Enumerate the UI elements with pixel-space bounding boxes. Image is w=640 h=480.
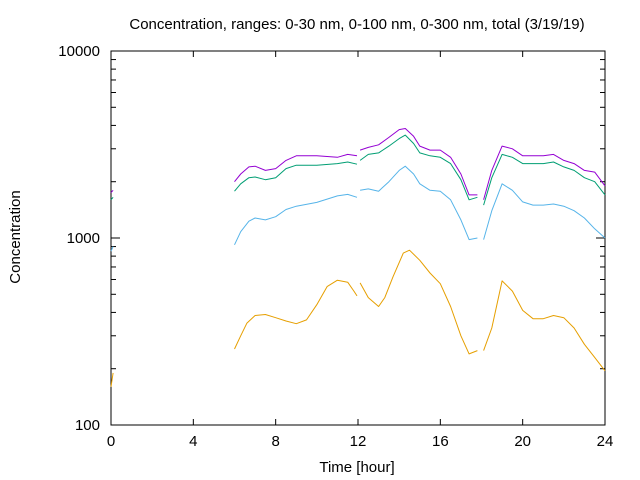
series-line <box>483 183 606 240</box>
data-series <box>110 165 606 252</box>
x-tick-label: 4 <box>189 433 197 450</box>
y-tick-label: 100 <box>75 417 100 434</box>
y-tick-label: 10000 <box>58 43 100 60</box>
series-line <box>234 193 358 246</box>
x-tick-label: 24 <box>597 433 614 450</box>
y-axis-label: Concentration <box>7 190 24 283</box>
x-tick-label: 20 <box>514 433 531 450</box>
x-tick-label: 12 <box>350 433 367 450</box>
chart-title: Concentration, ranges: 0-30 nm, 0-100 nm… <box>129 16 584 33</box>
x-axis-label: Time [hour] <box>319 459 394 476</box>
series-line <box>360 165 478 241</box>
data-series <box>110 249 606 387</box>
series-line <box>234 279 358 350</box>
series-line <box>110 246 114 252</box>
series-line <box>483 145 606 200</box>
series-line <box>483 153 606 206</box>
x-tick-label: 8 <box>271 433 279 450</box>
series-line <box>359 249 478 355</box>
series-line <box>483 280 606 372</box>
data-series <box>110 134 606 206</box>
y-tick-label: 1000 <box>67 230 100 247</box>
series-line <box>110 196 114 201</box>
series-line <box>359 134 478 201</box>
series-line <box>234 153 358 183</box>
x-tick-label: 16 <box>432 433 449 450</box>
x-tick-label: 0 <box>107 433 115 450</box>
data-series <box>110 128 606 200</box>
series-line <box>110 372 114 387</box>
plot-border <box>110 50 606 426</box>
series-line <box>110 189 114 193</box>
series-line <box>359 128 478 196</box>
series-line <box>234 161 358 192</box>
